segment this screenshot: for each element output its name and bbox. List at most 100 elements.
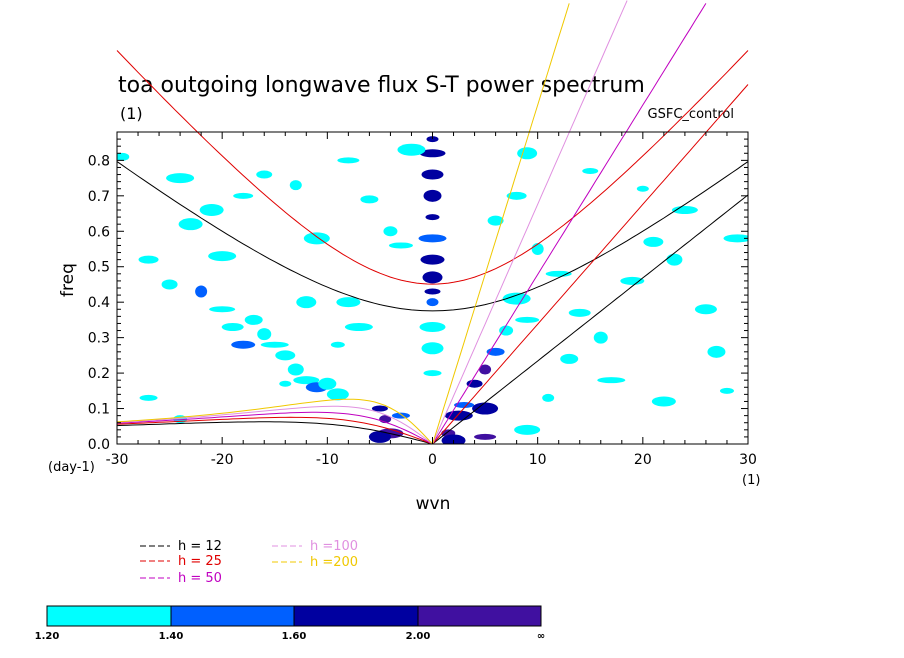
legend-label: h = 50 bbox=[178, 571, 222, 586]
contour-blob bbox=[383, 226, 398, 237]
contour-blob bbox=[426, 298, 439, 307]
contour-blob bbox=[441, 434, 466, 444]
dispersion-curve-layer bbox=[116, 0, 749, 445]
colorbar-label: 1.20 bbox=[35, 631, 60, 642]
contour-blob bbox=[289, 180, 302, 191]
contour-blob bbox=[330, 341, 345, 348]
contour-blob bbox=[515, 316, 540, 323]
legend-label: h = 25 bbox=[178, 554, 222, 569]
contour-blob bbox=[423, 370, 442, 377]
dispersion-curve-ross bbox=[116, 411, 433, 445]
y-axis-label: freq bbox=[58, 263, 78, 297]
contour-blob bbox=[472, 402, 499, 415]
contour-blob bbox=[723, 234, 748, 243]
contour-blob bbox=[195, 285, 208, 298]
x-tick-label: 0 bbox=[428, 452, 437, 468]
contour-blob bbox=[643, 236, 664, 247]
contour-blob bbox=[221, 323, 244, 331]
contour-blob bbox=[582, 168, 599, 174]
x-tick-label: 10 bbox=[529, 452, 547, 468]
dispersion-curve-kelvin bbox=[432, 3, 570, 445]
colorbar-segment bbox=[417, 605, 542, 627]
colorbar-label: 1.60 bbox=[282, 631, 307, 642]
contour-colorbar: 1.20 1.40 1.60 2.00 ∞ bbox=[35, 605, 545, 642]
contour-blob bbox=[161, 279, 178, 290]
contour-blob bbox=[419, 322, 446, 332]
contour-blob bbox=[336, 297, 361, 308]
contour-blob bbox=[560, 353, 579, 364]
contour-blob bbox=[474, 433, 497, 440]
contour-blob bbox=[506, 191, 527, 200]
chart-subtitle-left: (1) bbox=[120, 104, 143, 123]
colorbar-label: 2.00 bbox=[406, 631, 431, 642]
contour-blob bbox=[279, 380, 292, 387]
x-unit-label: (1) bbox=[742, 473, 760, 488]
contour-blob bbox=[318, 377, 337, 390]
contour-blob bbox=[666, 253, 683, 266]
dispersion-curve-kelvin bbox=[432, 84, 749, 445]
contour-blob bbox=[199, 204, 224, 216]
dispersion-curve-kelvin bbox=[432, 194, 749, 445]
contour-blob bbox=[256, 170, 273, 179]
contour-blob bbox=[425, 214, 440, 221]
contour-blob bbox=[418, 234, 447, 243]
legend-label: h =100 bbox=[310, 539, 358, 554]
colorbar-segment bbox=[170, 605, 295, 627]
contour-blob bbox=[651, 396, 676, 407]
x-axis-label: wvn bbox=[416, 494, 451, 514]
contour-blob bbox=[419, 149, 446, 158]
dispersion-curve-ross bbox=[116, 421, 433, 445]
legend-label: h = 12 bbox=[178, 539, 222, 554]
dispersion-curve-ross bbox=[116, 405, 433, 445]
y-tick-label: 0.5 bbox=[88, 260, 110, 276]
contour-blob bbox=[487, 215, 504, 226]
contour-blob bbox=[293, 376, 320, 385]
chart-subtitle-right: GSFC_control bbox=[648, 107, 734, 122]
x-tick-label: 30 bbox=[739, 452, 757, 468]
contour-blob bbox=[326, 388, 349, 401]
contour-blob bbox=[344, 323, 373, 331]
contour-blob bbox=[391, 412, 410, 419]
contour-blob bbox=[231, 340, 256, 349]
contour-blob bbox=[337, 157, 360, 164]
contour-blob bbox=[166, 173, 195, 184]
contour-blob bbox=[233, 192, 254, 199]
y-tick-label: 0.7 bbox=[88, 189, 110, 205]
contour-blob bbox=[275, 350, 296, 361]
y-tick-label: 0.6 bbox=[88, 224, 110, 240]
y-tick-label: 0.3 bbox=[88, 331, 110, 347]
legend-label: h =200 bbox=[310, 555, 358, 570]
contour-blob bbox=[209, 306, 236, 313]
contour-blob bbox=[368, 430, 391, 443]
contour-blob bbox=[421, 169, 444, 180]
contour-blob bbox=[388, 242, 413, 249]
x-tick-label: -10 bbox=[316, 452, 339, 468]
contour-blob bbox=[517, 147, 538, 160]
colorbar-segment bbox=[293, 605, 419, 627]
contour-blob bbox=[479, 364, 492, 375]
y-unit-label: (day-1) bbox=[48, 460, 95, 475]
contour-blob bbox=[138, 255, 159, 264]
colorbar-segment bbox=[46, 605, 172, 627]
contour-blob bbox=[502, 292, 531, 305]
contour-blob bbox=[499, 325, 514, 336]
y-tick-label: 0.2 bbox=[88, 366, 110, 382]
contour-blob bbox=[371, 405, 388, 412]
contour-blob bbox=[287, 363, 304, 376]
axis-layer: -30 -20 -10 0 10 20 30 0.0 0.1 0.2 0.3 0.4 0.5 0.6 0.7… bbox=[88, 131, 757, 468]
contour-blob bbox=[542, 393, 555, 402]
contour-blob bbox=[360, 195, 379, 204]
dispersion-curve-ross bbox=[116, 398, 433, 445]
y-tick-label: 0.8 bbox=[88, 153, 110, 169]
contour-blob bbox=[636, 185, 649, 192]
contour-blob bbox=[620, 276, 645, 285]
contour-blob bbox=[545, 270, 572, 277]
dispersion-curve-ig bbox=[116, 50, 749, 285]
contour-blob bbox=[597, 377, 626, 384]
contour-blob bbox=[514, 424, 541, 435]
contour-blob bbox=[257, 328, 272, 341]
contour-blob bbox=[719, 387, 734, 394]
